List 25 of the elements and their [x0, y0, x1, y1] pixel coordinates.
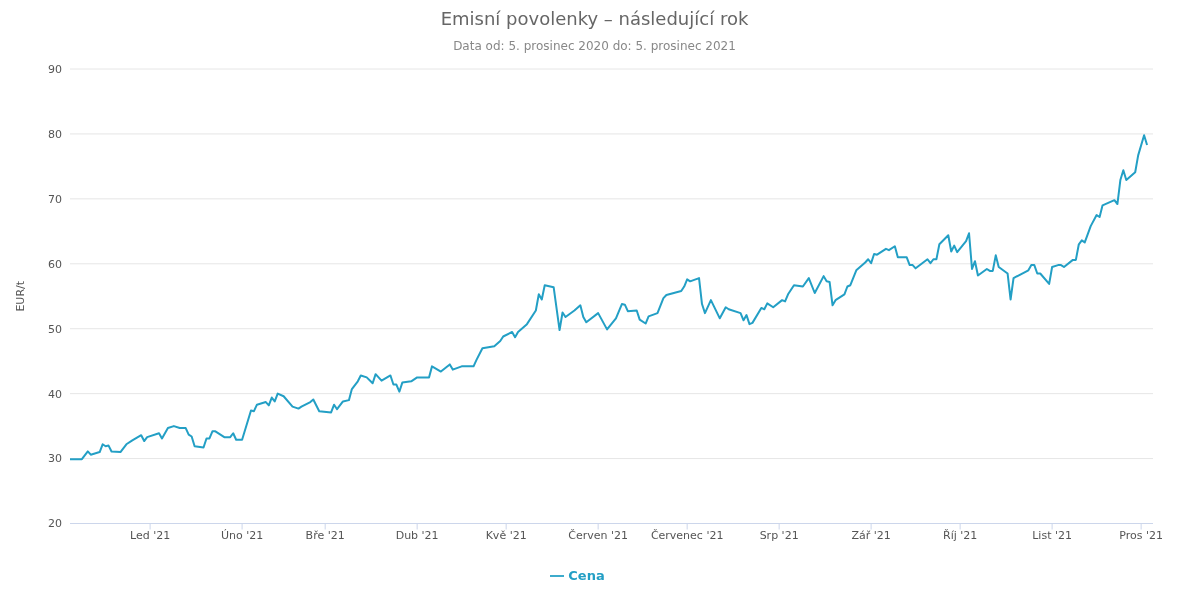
x-tick-label: Zář '21 — [851, 529, 891, 543]
x-tick-label: Led '21 — [130, 529, 171, 543]
line-series — [70, 134, 1149, 461]
x-tick-label: Dub '21 — [395, 529, 439, 543]
x-tick-label: Kvě '21 — [485, 529, 527, 543]
y-tick-label: 50 — [48, 322, 62, 336]
x-tick-label: Říj '21 — [943, 529, 978, 543]
chart-title: Emisní povolenky – následující rok — [439, 8, 750, 29]
x-tick-label: Pros '21 — [1119, 529, 1163, 543]
y-tick-label: 70 — [48, 192, 62, 206]
x-tick-label: Červenec '21 — [650, 529, 724, 543]
y-tick-label: 80 — [48, 127, 62, 141]
y-tick-label: 40 — [48, 387, 62, 401]
x-tick-label: List '21 — [1032, 529, 1072, 543]
y-tick-label: 90 — [48, 62, 62, 76]
y-tick-label: 20 — [48, 517, 62, 531]
y-tick-label: 60 — [48, 257, 62, 271]
chart-subtitle: Data od: 5. prosinec 2020 do: 5. prosinec 2021 — [452, 39, 737, 53]
legend-label: Cena — [568, 567, 605, 583]
y-tick-label: 30 — [48, 452, 62, 466]
x-tick-label: Červen '21 — [568, 529, 629, 543]
x-tick-label: Úno '21 — [220, 529, 264, 543]
y-axis-title: EUR/t — [13, 280, 27, 312]
x-tick-label: Bře '21 — [305, 529, 345, 543]
x-tick-label: Srp '21 — [759, 529, 799, 543]
